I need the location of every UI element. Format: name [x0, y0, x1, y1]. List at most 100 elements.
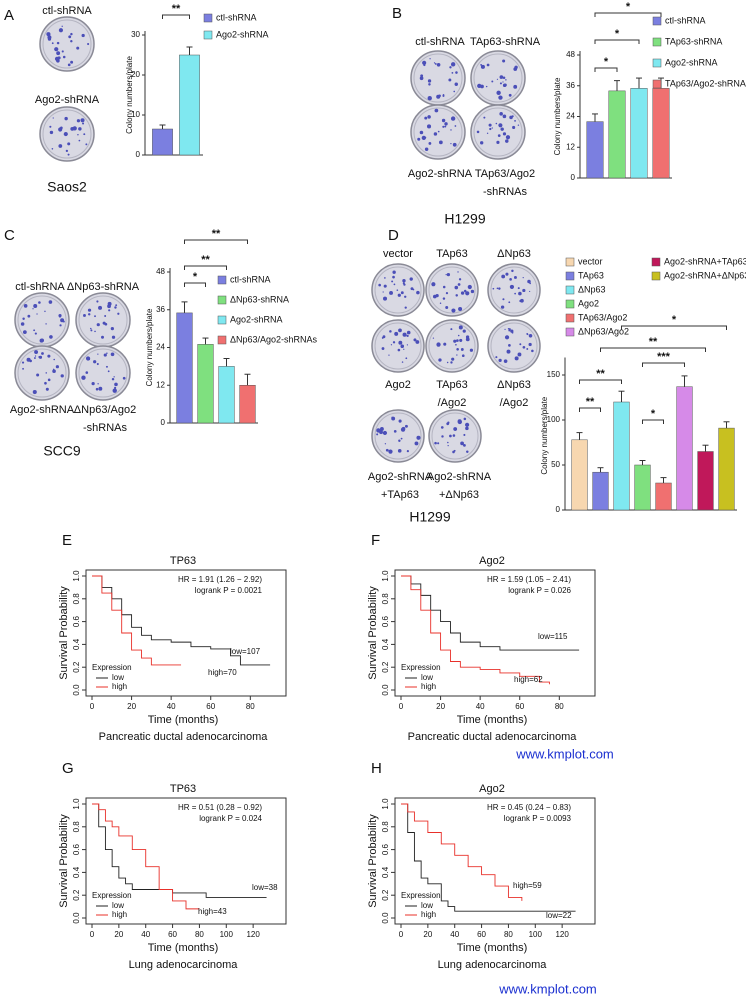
y-axis-label: Colony numbers/plate: [145, 308, 154, 386]
survival-curve: [92, 575, 182, 666]
colony: [67, 142, 71, 146]
plate: [425, 263, 479, 317]
colony: [518, 291, 522, 296]
colony: [441, 435, 444, 438]
y-tick-label: 0: [136, 150, 141, 159]
y-tick-label: 0.6: [72, 615, 81, 627]
legend-swatch: [652, 37, 662, 47]
plate-label: ΔNp63: [497, 248, 531, 260]
colony: [46, 32, 51, 37]
colony: [469, 348, 474, 352]
y-tick-label: 0.8: [381, 821, 390, 833]
colony: [419, 76, 424, 81]
legend-swatch: [652, 79, 662, 89]
bar: [586, 121, 604, 179]
colony: [96, 300, 99, 303]
significance-label: *: [651, 408, 656, 420]
colony: [52, 369, 56, 373]
colony: [454, 125, 457, 127]
colony: [22, 330, 27, 334]
colony: [414, 441, 419, 446]
series-label: high=59: [513, 881, 542, 890]
plate-label: TAp63: [436, 248, 468, 260]
colony: [397, 348, 401, 352]
colony: [385, 448, 389, 452]
legend-label: ctl-shRNA: [216, 12, 257, 22]
colony: [480, 141, 484, 145]
colony: [449, 434, 452, 438]
legend-title: Expression: [401, 891, 441, 900]
significance-bracket: [594, 12, 662, 17]
colony: [108, 309, 111, 312]
y-axis-label: Colony numbers/plate: [125, 56, 134, 134]
colony: [508, 301, 511, 304]
colony: [420, 74, 424, 78]
colony: [81, 375, 86, 380]
colony: [451, 71, 454, 74]
colony: [398, 340, 403, 345]
colony: [106, 352, 108, 354]
colony: [505, 79, 507, 81]
colony: [528, 334, 533, 338]
colony: [21, 361, 25, 364]
colony: [449, 66, 452, 69]
colony: [447, 444, 449, 447]
colony: [426, 124, 432, 129]
significance-label: **: [212, 228, 221, 240]
colony: [38, 301, 41, 304]
colony: [476, 130, 480, 134]
colony: [506, 349, 511, 354]
colony: [453, 339, 457, 343]
colony: [466, 450, 469, 454]
legend-swatch: [565, 327, 575, 337]
y-tick-label: 100: [547, 415, 561, 424]
colony: [117, 312, 120, 315]
colony: [406, 330, 411, 335]
colony: [498, 123, 503, 128]
legend-label: low: [421, 673, 433, 682]
colony: [457, 283, 461, 286]
legend-label: high: [112, 910, 127, 919]
colony: [54, 47, 59, 52]
colony: [384, 277, 386, 279]
x-tick-label: 0: [399, 702, 404, 711]
legend-label: Ago2-shRNA: [216, 29, 269, 39]
bar: [676, 386, 693, 511]
series-label: low=22: [546, 911, 572, 920]
legend-label: ΔNp63: [578, 284, 606, 294]
y-tick-label: 0: [571, 173, 576, 182]
legend-title: Expression: [92, 663, 132, 672]
colony: [436, 342, 441, 347]
colony: [96, 323, 100, 327]
y-axis-label: Survival Probability: [58, 586, 70, 680]
legend-swatch: [217, 295, 227, 305]
y-tick-label: 24: [566, 112, 575, 121]
colony: [382, 335, 386, 339]
colony: [496, 140, 500, 144]
colony: [477, 83, 482, 89]
colony: [396, 289, 399, 291]
colony: [492, 287, 495, 290]
y-axis-label: Survival Probability: [367, 586, 379, 680]
colony: [434, 108, 439, 113]
significance-bracket: [642, 419, 664, 424]
colony: [398, 439, 401, 442]
y-tick-label: 30: [131, 30, 140, 39]
colony: [404, 295, 407, 298]
colony: [502, 298, 505, 301]
colony: [58, 127, 63, 132]
colony: [36, 373, 40, 377]
x-tick-label: 40: [167, 702, 176, 711]
colony: [460, 291, 465, 295]
colony: [51, 148, 54, 150]
colony: [83, 314, 86, 317]
survival-curve: [401, 803, 576, 912]
colony: [388, 354, 390, 356]
y-axis-label: Colony numbers/plate: [553, 77, 562, 155]
x-tick-label: 0: [90, 930, 95, 939]
legend-label: low: [112, 901, 124, 910]
survival-curve: [401, 575, 550, 685]
colony: [502, 59, 506, 63]
colony: [447, 441, 449, 444]
